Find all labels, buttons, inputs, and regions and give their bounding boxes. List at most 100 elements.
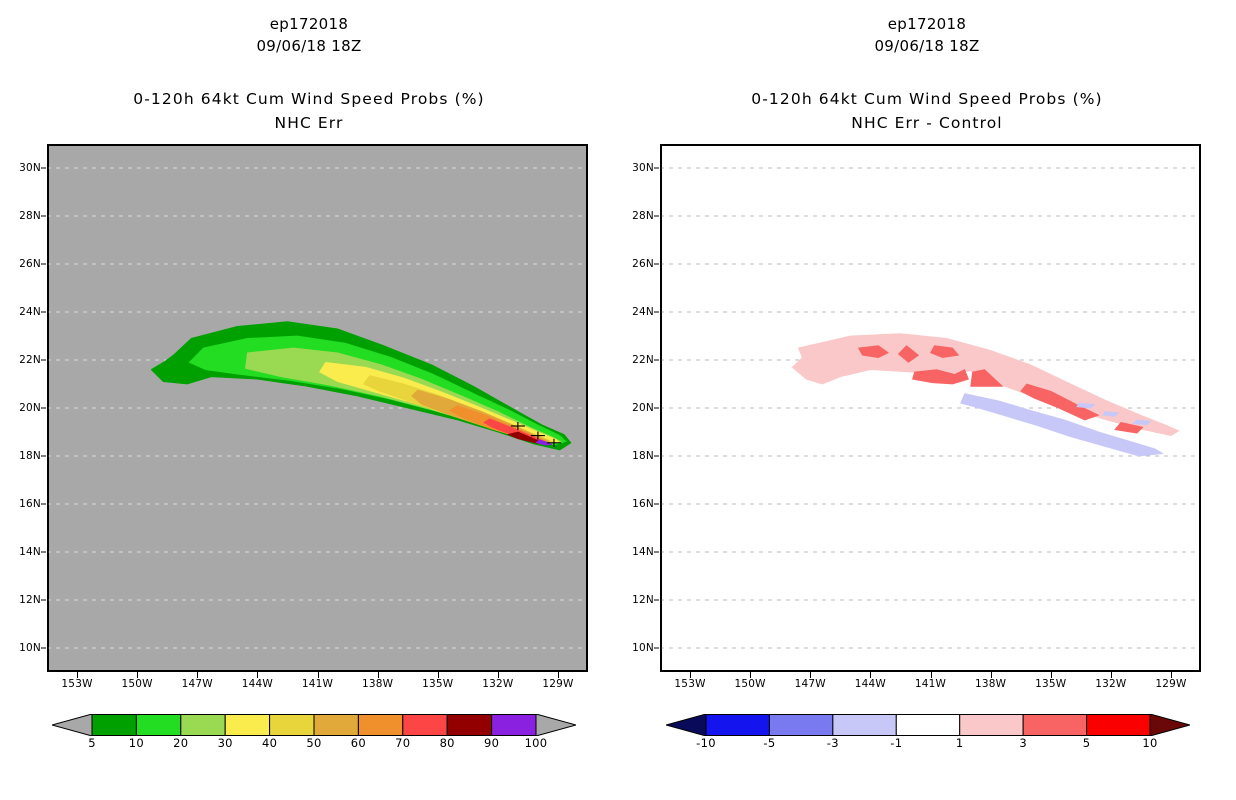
x-axis-label: 132W [482, 678, 514, 690]
y-axis-tick [41, 167, 46, 169]
x-axis-tick [990, 672, 992, 678]
x-axis-tick [497, 672, 499, 678]
x-axis-tick [930, 672, 932, 678]
x-axis-label: 150W [121, 678, 153, 690]
x-axis-label: 147W [794, 678, 826, 690]
x-axis-tick [197, 672, 199, 678]
colorbar-difference: -10 -5 -3 -1 1 3 5 10 [666, 714, 1190, 750]
colorbar-tick-label: 100 [524, 736, 548, 750]
x-axis-label: 141W [914, 678, 947, 690]
panel-nhc-err-minus-control: ep172018 09/06/18 18Z 0-120h 64kt Cum Wi… [618, 0, 1236, 800]
chart-subtitle-left: NHC Err [274, 114, 344, 132]
colorbar-tick-label: 60 [350, 736, 367, 750]
colorbar-tick-label: 90 [483, 736, 500, 750]
y-axis-label: 26N [19, 258, 41, 270]
colorbar-tick-label: 1 [955, 736, 964, 750]
colorbar-swatches [52, 714, 576, 736]
x-axis-label: 138W [974, 678, 1007, 690]
y-axis-tick [654, 263, 659, 265]
y-axis-label: 22N [19, 354, 41, 366]
y-axis-tick [654, 599, 659, 601]
contour-field [47, 144, 588, 672]
colorbar-tick-label: 5 [1082, 736, 1091, 750]
storm-id-left: ep172018 [269, 15, 349, 33]
contour-level--1 [1076, 402, 1096, 409]
y-axis-tick [41, 599, 46, 601]
x-axis-tick [377, 672, 379, 678]
x-axis-tick [1050, 672, 1052, 678]
contour-field [660, 144, 1201, 672]
colorbar-tick-label: 50 [306, 736, 322, 750]
y-axis-label: 28N [19, 210, 41, 222]
y-axis-tick [41, 551, 46, 553]
x-axis-tick [1110, 672, 1112, 678]
x-axis-label: 135W [422, 678, 454, 690]
contour-level-3 [898, 345, 919, 363]
colorbar-tick-label: 10 [128, 736, 145, 750]
x-axis-label: 129W [542, 678, 574, 690]
x-axis-label: 150W [734, 678, 766, 690]
y-axis-tick [654, 503, 659, 505]
y-axis-label: 12N [19, 594, 41, 606]
colorbar-tick-label: 10 [1142, 736, 1158, 750]
colorbar-tick-label: 20 [173, 736, 189, 750]
x-axis-tick [557, 672, 559, 678]
y-axis-label: 30N [19, 162, 41, 174]
x-axis-label: 153W [674, 678, 706, 690]
contour-level--1 [1102, 411, 1120, 417]
y-axis-label: 18N [632, 450, 654, 462]
contour-level-3 [1114, 422, 1144, 434]
y-axis-tick [654, 359, 659, 361]
x-axis-tick [690, 672, 692, 678]
x-axis-label: 132W [1095, 678, 1127, 690]
colorbar-tick-label: 5 [88, 736, 96, 750]
y-axis-tick [654, 455, 659, 457]
y-axis-tick [654, 215, 659, 217]
y-axis-label: 20N [632, 402, 654, 414]
y-axis-label: 14N [632, 546, 654, 558]
x-axis-tick [137, 672, 139, 678]
y-axis-label: 16N [19, 498, 41, 510]
panel-nhc-err: ep172018 09/06/18 18Z 0-120h 64kt Cum Wi… [19, 15, 588, 750]
y-axis-label: 12N [632, 594, 654, 606]
contour-level-90 [535, 439, 553, 446]
map-plot-difference: 30N 28N 26N 24N 22N 20N 18N 16N 14N 12N 10N 153W 150… [632, 144, 1201, 690]
contour-level-3 [1020, 383, 1100, 421]
colorbar-tick-label: 40 [261, 736, 278, 750]
x-axis-label: 144W [241, 678, 273, 690]
contour-level-80 [507, 431, 543, 444]
chart-subtitle-right: NHC Err - Control [851, 114, 1003, 132]
y-axis-label: 24N [19, 306, 41, 318]
x-axis-label: 153W [61, 678, 93, 690]
y-axis-label: 18N [19, 450, 41, 462]
y-axis-tick [41, 311, 46, 313]
colorbar-tick-label: -10 [696, 736, 716, 750]
y-axis-tick [41, 647, 46, 649]
y-axis-tick [654, 647, 659, 649]
x-axis-tick [870, 672, 872, 678]
colorbar-swatches [666, 714, 1190, 736]
y-axis-tick [654, 167, 659, 169]
contour-level-3 [912, 369, 969, 385]
storm-id-right: ep172018 [887, 15, 967, 33]
x-axis-label: 147W [181, 678, 213, 690]
chart-title-right: 0-120h 64kt Cum Wind Speed Probs (%) [751, 90, 1103, 108]
storm-track-markers [510, 422, 561, 447]
y-axis-tick [41, 263, 46, 265]
y-axis-tick [654, 407, 659, 409]
y-axis-tick [41, 407, 46, 409]
x-axis-tick [750, 672, 752, 678]
x-axis-tick [77, 672, 79, 678]
y-axis-label: 10N [632, 642, 654, 654]
storm-date-right: 09/06/18 18Z [874, 37, 980, 55]
y-axis-tick [654, 551, 659, 553]
y-axis-label: 30N [632, 162, 654, 174]
storm-date-left: 09/06/18 18Z [256, 37, 362, 55]
colorbar-tick-label: 70 [395, 736, 411, 750]
y-axis-label: 24N [632, 306, 654, 318]
x-axis-label: 144W [854, 678, 886, 690]
x-axis-tick [257, 672, 259, 678]
x-axis-tick [317, 672, 319, 678]
y-axis-label: 10N [19, 642, 41, 654]
colorbar-tick-label: -1 [890, 736, 903, 750]
